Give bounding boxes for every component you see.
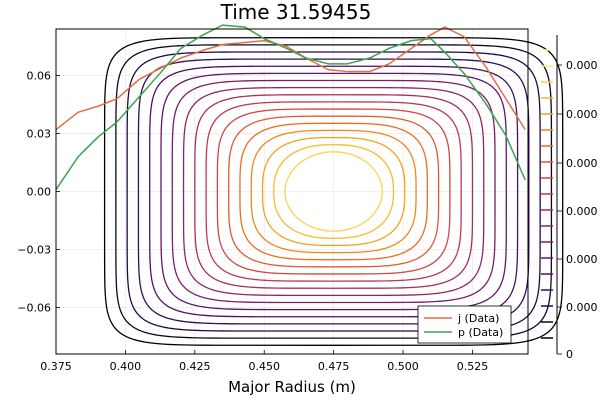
- colorbar-tick-label: 0.000: [566, 205, 598, 218]
- colorbar-tick-label: 0.000: [566, 301, 598, 314]
- contour-line: [261, 136, 406, 247]
- y-tick-label: −0.03: [17, 244, 51, 257]
- series-layer: [55, 24, 526, 190]
- y-tick-label: 0.03: [27, 127, 52, 140]
- series-line: [55, 24, 526, 190]
- contour-line: [115, 44, 553, 339]
- x-tick-label: 0.375: [40, 360, 72, 373]
- colorbar-tick-label: 0.000: [566, 253, 598, 266]
- contour-line: [160, 72, 507, 311]
- chart-title: Time 31.59455: [220, 0, 372, 24]
- contour-line: [103, 37, 564, 346]
- x-axis-label: Major Radius (m): [228, 378, 356, 396]
- x-tick-label: 0.525: [457, 360, 489, 373]
- y-tick-label: 0.06: [27, 69, 52, 82]
- contour-line: [239, 122, 429, 261]
- colorbar-tick-label: 0.000: [566, 157, 598, 170]
- colorbar-tick-label: 0.000: [566, 59, 598, 72]
- colorbar-tick-label: 0: [566, 348, 573, 361]
- x-tick-label: 0.500: [387, 360, 419, 373]
- contour-line: [216, 108, 451, 275]
- x-tick-label: 0.400: [110, 360, 142, 373]
- y-axis-ticks: 0.06 0.03 0.00 −0.03 −0.06: [17, 69, 60, 315]
- contour-line: [171, 79, 496, 304]
- x-tick-label: 0.425: [179, 360, 211, 373]
- contour-line: [284, 151, 383, 232]
- colorbar-tick-label: 0.000: [566, 108, 598, 121]
- x-tick-label: 0.450: [248, 360, 280, 373]
- contour-line: [250, 129, 417, 254]
- contour-line: [182, 86, 485, 297]
- legend-box: [417, 305, 512, 344]
- contour-layer: [103, 37, 564, 346]
- colorbar-ticks: 0.000 0.000 0.000 0.000 0.000 0.000 0: [557, 59, 598, 361]
- y-tick-label: 0.00: [27, 186, 52, 199]
- colorbar-swatches: [541, 49, 553, 339]
- contour-line: [273, 144, 395, 239]
- contour-line: [228, 115, 440, 268]
- series-line: [55, 26, 526, 131]
- legend-label-j: j (Data): [457, 312, 499, 325]
- contour-line: [194, 94, 474, 289]
- contour-line: [205, 101, 462, 282]
- x-tick-label: 0.475: [318, 360, 350, 373]
- colorbar: 0.000 0.000 0.000 0.000 0.000 0.000 0: [541, 35, 598, 361]
- legend: j (Data) p (Data): [417, 305, 512, 344]
- x-axis-ticks: 0.375 0.400 0.425 0.450 0.475 0.500 0.525: [40, 350, 488, 373]
- y-tick-label: −0.06: [17, 302, 51, 315]
- legend-label-p: p (Data): [458, 326, 503, 339]
